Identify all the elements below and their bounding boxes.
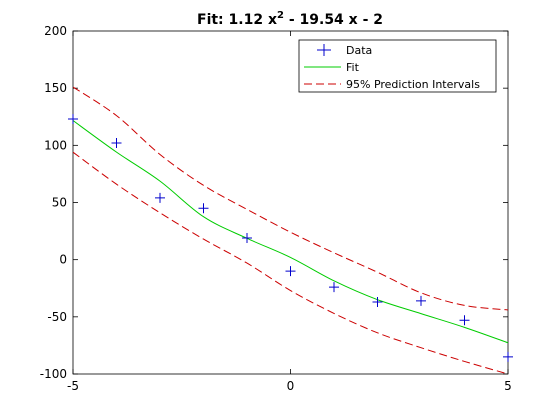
prediction-interval-upper bbox=[73, 86, 508, 311]
data-point-marker bbox=[198, 203, 209, 214]
y-tick-label: 150 bbox=[44, 81, 67, 95]
legend: Data Fit 95% Prediction Intervals bbox=[298, 39, 497, 93]
y-tick-label: -100 bbox=[40, 367, 67, 381]
legend-entry-intervals: 95% Prediction Intervals bbox=[304, 78, 480, 91]
data-point-marker bbox=[155, 192, 165, 203]
legend-label-fit: Fit bbox=[346, 61, 360, 74]
y-tick-label: 100 bbox=[44, 138, 67, 152]
legend-label-data: Data bbox=[346, 44, 372, 57]
chart-title: Fit: 1.12 x2 - 19.54 x - 2 bbox=[197, 10, 383, 28]
data-point-marker bbox=[111, 138, 122, 149]
legend-label-intervals: 95% Prediction Intervals bbox=[346, 78, 480, 91]
y-tick-label: 50 bbox=[52, 196, 67, 210]
data-point-marker bbox=[503, 351, 513, 362]
data-point-marker bbox=[242, 232, 252, 243]
data-point-marker bbox=[329, 282, 339, 293]
legend-marker-plus bbox=[317, 44, 331, 56]
data-point-marker bbox=[459, 315, 470, 326]
fit-line bbox=[73, 120, 508, 344]
data-point-marker bbox=[285, 266, 296, 277]
legend-box bbox=[298, 39, 497, 93]
y-tick-label: 200 bbox=[44, 24, 67, 38]
legend-entry-data: Data bbox=[317, 44, 372, 57]
data-point-marker bbox=[372, 296, 383, 307]
chart-title-part-1: Fit: 1.12 x bbox=[197, 12, 277, 28]
x-tick-label: 5 bbox=[504, 379, 512, 393]
prediction-interval-lower bbox=[73, 151, 508, 374]
data-point-marker bbox=[416, 295, 426, 306]
chart-title-part-2: - 19.54 x - 2 bbox=[284, 12, 383, 28]
x-tick-label: 0 bbox=[287, 379, 295, 393]
legend-entry-fit: Fit bbox=[304, 61, 360, 74]
data-point-marker bbox=[68, 114, 78, 125]
y-tick-label: 0 bbox=[59, 253, 67, 267]
y-tick-label: -50 bbox=[47, 310, 67, 324]
chart-title-superscript: 2 bbox=[277, 10, 284, 21]
x-tick-label: -5 bbox=[67, 379, 79, 393]
